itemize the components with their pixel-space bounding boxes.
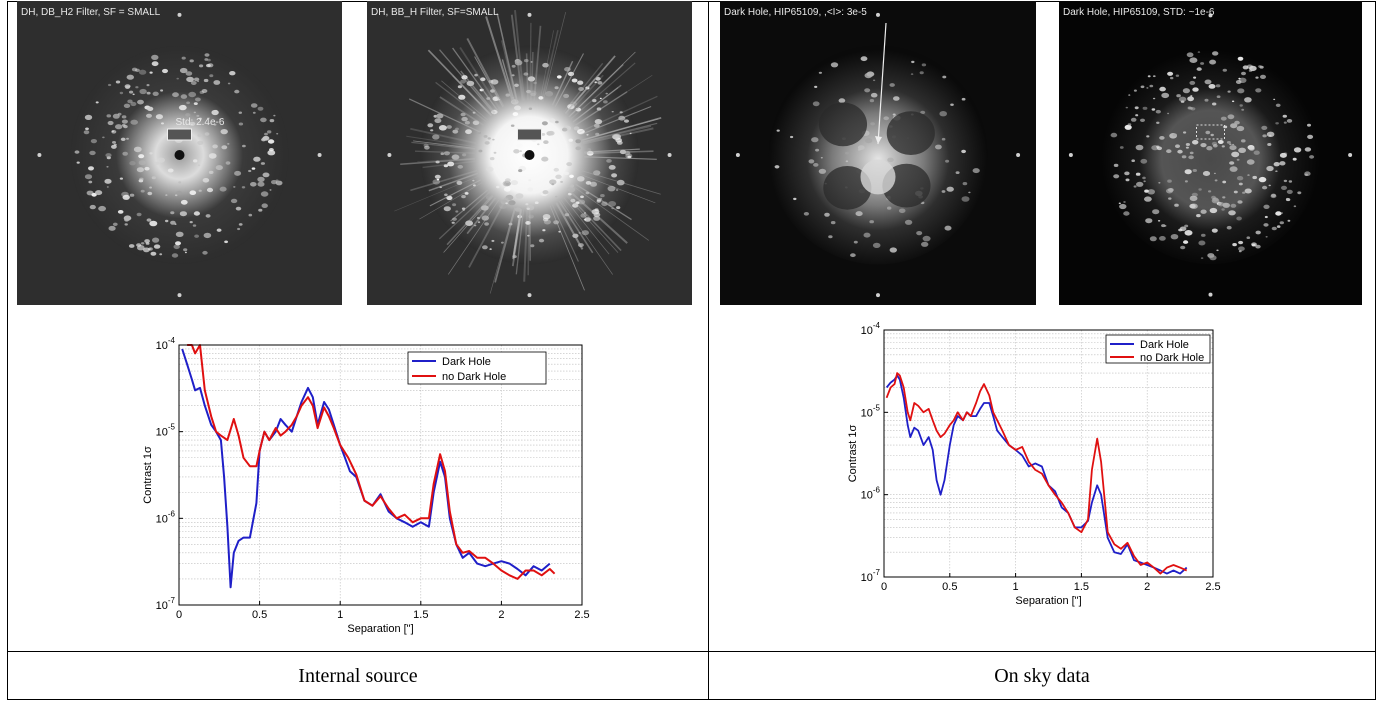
y-tick-label: 10-4 xyxy=(861,321,881,337)
axes-frame xyxy=(883,329,1214,578)
legend-entry: no Dark Hole xyxy=(442,371,506,383)
speckle-field xyxy=(394,10,662,294)
panel-annotation: Std: 2.4e-6 xyxy=(176,117,225,128)
panel-internal-bb-h: DH, BB_H Filter, SF=SMALL xyxy=(367,1,692,305)
y-axis-label: Contrast 1σ xyxy=(142,446,154,504)
chart-internal-source: 0 0.5 1 1.5 2 2.5 10-7 10-6 10-5 10-4 Separation [… xyxy=(142,336,590,635)
speckle-field xyxy=(1110,51,1315,261)
panel-label: DH, BB_H Filter, SF=SMALL xyxy=(371,7,499,18)
x-axis-label: Separation ["] xyxy=(1015,595,1081,607)
satellite-spot xyxy=(527,293,532,298)
legend-entry: no Dark Hole xyxy=(1140,352,1204,364)
satellite-spot xyxy=(876,12,880,17)
satellite-spot xyxy=(1348,153,1353,157)
satellite-spot xyxy=(1208,13,1213,18)
satellite-spot xyxy=(735,153,740,157)
x-tick-label: 2 xyxy=(1144,581,1150,593)
speckle-halo xyxy=(768,45,988,265)
y-tick-label: 10-5 xyxy=(861,403,881,419)
satellite-spot xyxy=(387,153,392,157)
x-tick-label: 0.5 xyxy=(942,581,957,593)
panel-label: Dark Hole, HIP65109, STD: ~1e-6 xyxy=(1063,7,1215,18)
speckle-halo xyxy=(1101,45,1320,265)
x-tick-label: 1 xyxy=(1013,581,1019,593)
y-tick-label: 10-7 xyxy=(861,568,881,584)
annotation-arrow xyxy=(877,22,887,145)
y-tick-label: 10-6 xyxy=(156,509,176,525)
satellite-spot xyxy=(1068,153,1073,157)
satellite-spot xyxy=(667,153,672,157)
coronagraph-mask xyxy=(524,150,535,160)
plot-area xyxy=(884,330,1213,577)
panel-internal-db-h2: DH, DB_H2 Filter, SF = SMALL Std: 2.4e-6 xyxy=(17,1,342,305)
y-tick-label: 10-5 xyxy=(156,423,176,439)
plot-area xyxy=(179,345,582,605)
x-axis-label: Separation ["] xyxy=(347,623,413,635)
dark-hole-box xyxy=(517,128,542,141)
satellite-spot xyxy=(177,12,182,17)
legend: Dark Hole no Dark Hole xyxy=(407,351,547,385)
series-line-no-dark-hole xyxy=(885,372,1188,575)
satellite-spot xyxy=(876,293,880,298)
x-tick-label: 1 xyxy=(337,609,343,621)
grid xyxy=(179,345,582,606)
speckle-field xyxy=(74,53,283,258)
x-tick-label: 1.5 xyxy=(1074,581,1089,593)
x-tick-label: 2.5 xyxy=(1205,581,1220,593)
panel-sky-speckle: Dark Hole, HIP65109, STD: ~1e-6 xyxy=(1059,1,1362,305)
x-tick-label: 2.5 xyxy=(574,609,589,621)
panel-label: DH, DB_H2 Filter, SF = SMALL xyxy=(21,7,161,18)
satellite-spot xyxy=(527,12,532,17)
satellite-spot xyxy=(177,293,182,298)
axes-frame xyxy=(178,344,583,606)
satellite-spot xyxy=(37,153,42,157)
satellite-spot xyxy=(1016,153,1021,157)
caption-internal-source: Internal source xyxy=(298,665,418,687)
dark-hole-box xyxy=(1196,124,1225,140)
satellite-spot xyxy=(317,153,322,157)
dark-hole-box xyxy=(167,128,192,141)
y-tick-label: 10-7 xyxy=(156,596,176,612)
series-line-dark-hole xyxy=(885,374,1188,575)
arrow-head xyxy=(875,136,882,145)
y-axis-label: Contrast 1σ xyxy=(847,425,859,483)
panel-sky-halo: Dark Hole, HIP65109, ,<I>: 3e-5 xyxy=(720,1,1036,305)
x-tick-label: 1.5 xyxy=(413,609,428,621)
x-tick-label: 0.5 xyxy=(252,609,267,621)
coronagraph-mask xyxy=(174,150,185,160)
x-tick-label: 0 xyxy=(176,609,182,621)
series-line-no-dark-hole xyxy=(187,344,556,580)
x-tick-label: 0 xyxy=(881,581,887,593)
panel-label: Dark Hole, HIP65109, ,<I>: 3e-5 xyxy=(724,7,867,18)
y-tick-label: 10-6 xyxy=(861,486,881,502)
caption-on-sky: On sky data xyxy=(994,665,1090,687)
legend-entry: Dark Hole xyxy=(1140,339,1189,351)
satellite-spot xyxy=(1208,292,1213,297)
legend-entry: Dark Hole xyxy=(442,356,491,368)
y-tick-label: 10-4 xyxy=(156,336,176,352)
x-tick-label: 2 xyxy=(498,609,504,621)
series-line-dark-hole xyxy=(181,348,551,589)
chart-on-sky: 0 0.5 1 1.5 2 2.5 10-7 10-6 10-5 10-4 Separation [… xyxy=(847,321,1221,607)
speckle-field xyxy=(774,56,980,258)
